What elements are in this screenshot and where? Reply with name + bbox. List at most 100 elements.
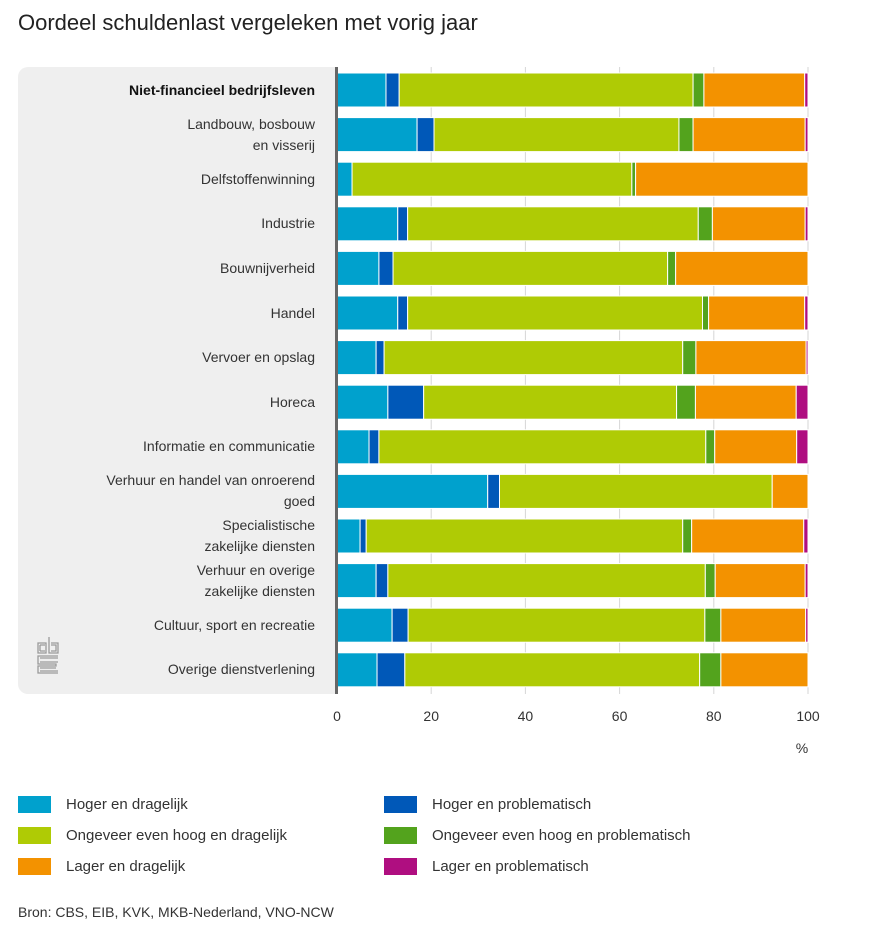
bar-segment[interactable] [336,340,377,376]
cbs-logo-icon [37,637,59,674]
bar-segment[interactable] [416,117,435,153]
bar-segment[interactable] [697,206,713,242]
bar-segment[interactable] [720,607,807,643]
bar-segment[interactable] [795,384,809,420]
bar-segment[interactable] [678,117,694,153]
bar-segment[interactable] [704,563,716,599]
category-label: Specialistische zakelijke diensten [204,517,315,554]
bar-segment[interactable] [667,250,677,286]
legend-swatch [18,796,51,813]
bar-segment[interactable] [336,429,370,465]
bar-segment[interactable] [375,563,389,599]
category-label: Verhuur en handel van onroerend goed [106,472,315,510]
bar-segment[interactable] [375,340,385,376]
bar-segment[interactable] [336,384,389,420]
legend-item[interactable]: Hoger en problematisch [384,796,591,813]
bar-segment[interactable] [804,295,809,331]
legend-item[interactable]: Lager en dragelijk [18,858,185,875]
bar-segment[interactable] [423,384,678,420]
legend-swatch [384,858,417,875]
bar-segment[interactable] [714,429,798,465]
chart-title: Oordeel schuldenlast vergeleken met vori… [18,10,478,35]
bar-segment[interactable] [635,161,809,197]
bar-segment[interactable] [407,206,699,242]
legend-item[interactable]: Ongeveer even hoog en dragelijk [18,827,287,844]
bar-segment[interactable] [498,473,773,509]
bar-segment[interactable] [708,295,806,331]
bar-segment[interactable] [407,295,703,331]
legend-label: Ongeveer even hoog en dragelijk [66,827,287,844]
bar-segment[interactable] [433,117,680,153]
y-axis-line [335,67,338,694]
bar-segment[interactable] [804,117,809,153]
bar-segment[interactable] [336,652,378,688]
legend-item[interactable]: Hoger en dragelijk [18,796,188,813]
bar-segment[interactable] [336,250,380,286]
bar-segment[interactable] [336,161,353,197]
bar-segment[interactable] [711,206,806,242]
bar-segment[interactable] [771,473,809,509]
category-label: Overige dienstverlening [167,661,315,678]
bar-segment[interactable] [692,72,705,108]
legend-item[interactable]: Ongeveer even hoog en problematisch [384,827,691,844]
bar-segment[interactable] [391,607,409,643]
bar-segment[interactable] [631,161,637,197]
bar-segment[interactable] [387,384,425,420]
bar-segment[interactable] [675,250,809,286]
bar-segment[interactable] [803,518,809,554]
bar-segment[interactable] [398,72,694,108]
bar-segment[interactable] [704,607,722,643]
bar-segment[interactable] [383,340,684,376]
bar-segment[interactable] [805,340,809,376]
bar-segment[interactable] [397,295,409,331]
x-tick-label: 0 [333,708,341,724]
bar-segment[interactable] [703,72,806,108]
bar-segment[interactable] [387,563,706,599]
bar-segment[interactable] [701,295,710,331]
bar-segment[interactable] [695,340,807,376]
x-tick-label: 100 [796,708,820,724]
bar-segment[interactable] [691,518,805,554]
bar-segment[interactable] [692,117,806,153]
bar-segment[interactable] [336,473,489,509]
bar-segment[interactable] [336,72,387,108]
legend-item[interactable]: Lager en problematisch [384,858,589,875]
bar-segment[interactable] [804,72,809,108]
category-label: Delfstoffenwinning [200,170,315,187]
bar-segment[interactable] [682,340,697,376]
bar-segment[interactable] [397,206,409,242]
bar-segment[interactable] [336,206,399,242]
bar-segment[interactable] [720,652,809,688]
bar-segment[interactable] [336,518,361,554]
bar-segment[interactable] [336,117,418,153]
bar-segment[interactable] [487,473,500,509]
bar-segment[interactable] [407,607,706,643]
category-label: Vervoer en opslag [202,349,315,366]
bar-segment[interactable] [378,429,707,465]
bar-segment[interactable] [805,607,809,643]
bar-segment[interactable] [699,652,722,688]
bar-segment[interactable] [796,429,809,465]
category-label: Landbouw, bosbouw en visserij [187,115,315,153]
bar-segment[interactable] [804,563,809,599]
bar-segment[interactable] [365,518,684,554]
bar-segment[interactable] [385,72,400,108]
bar-segment[interactable] [676,384,696,420]
bar-segment[interactable] [336,607,393,643]
bar-segment[interactable] [705,429,716,465]
bar-segment[interactable] [804,206,809,242]
category-label: Cultuur, sport en recreatie [153,616,315,633]
bar-segment[interactable] [336,295,399,331]
bar-segment[interactable] [368,429,380,465]
bar-segment[interactable] [694,384,797,420]
bar-segment[interactable] [376,652,406,688]
bar-segment[interactable] [378,250,394,286]
bar-segment[interactable] [359,518,367,554]
bar-segment[interactable] [682,518,693,554]
bar-segment[interactable] [392,250,669,286]
bar-segment[interactable] [351,161,633,197]
bar-segment[interactable] [404,652,701,688]
legend-label: Hoger en dragelijk [66,796,188,813]
bar-segment[interactable] [714,563,806,599]
bar-segment[interactable] [336,563,377,599]
